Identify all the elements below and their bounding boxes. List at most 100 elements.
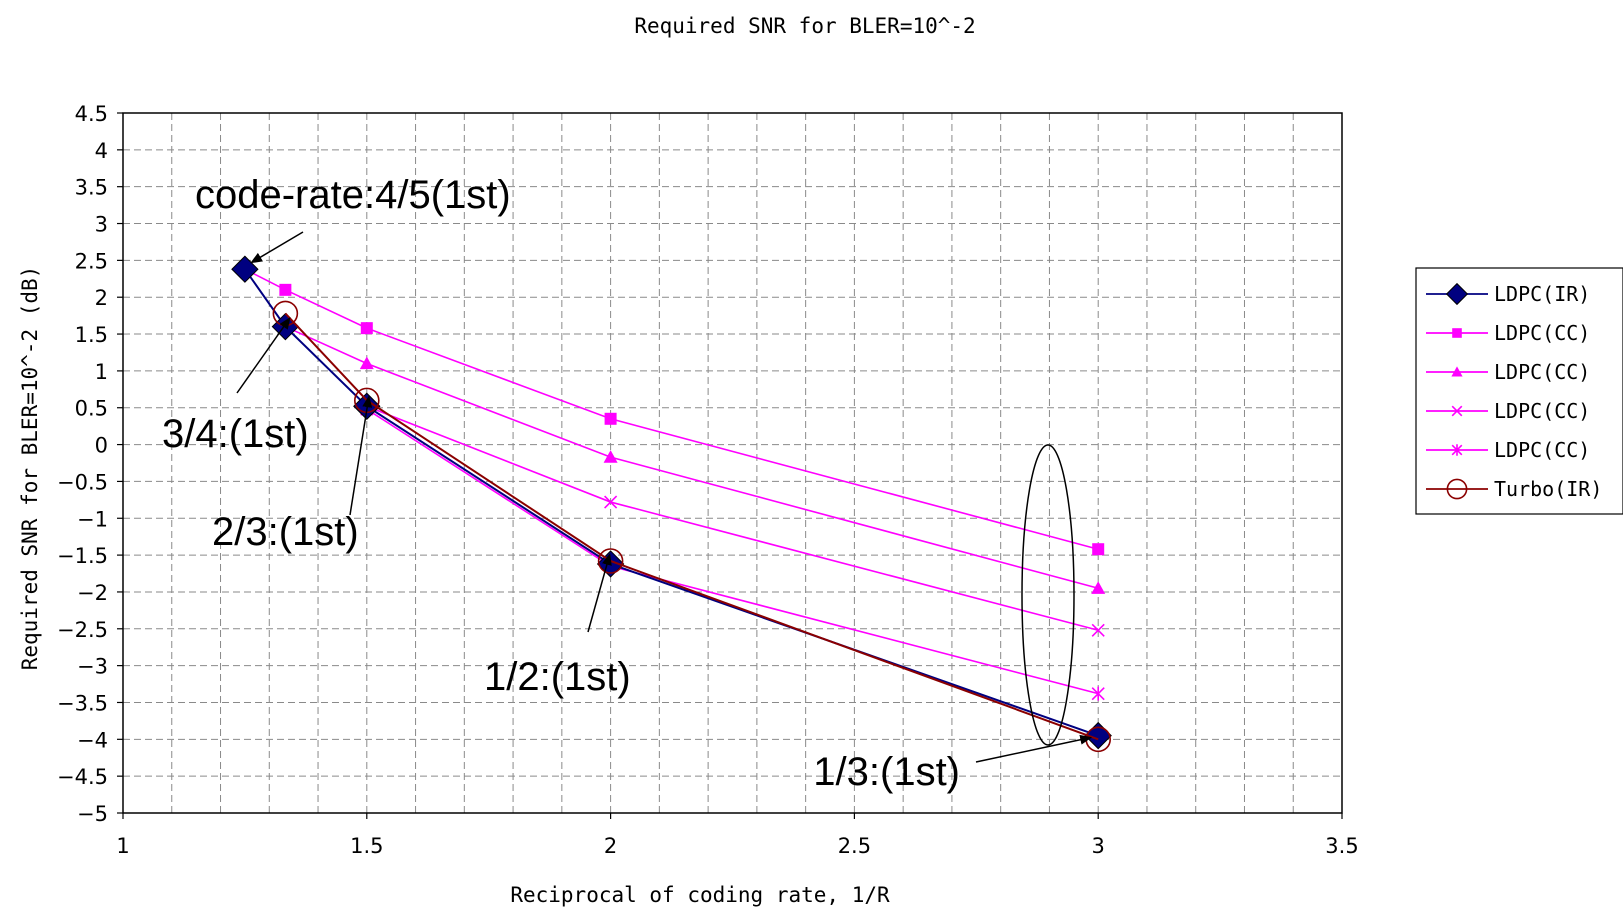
marker-x: [604, 495, 618, 509]
series-5: [272, 300, 1111, 753]
legend: LDPC(IR) LDPC(CC) LDPC(CC) LDPC(CC) LDPC(CC)…: [1415, 267, 1623, 515]
series-layer: [231, 255, 1112, 753]
legend-label: LDPC(IR): [1494, 282, 1590, 306]
legend-box: [1415, 267, 1623, 515]
data-point: [604, 495, 618, 509]
y-tick-label: −4.5: [57, 765, 108, 789]
data-point: [1451, 444, 1463, 456]
marker-diamond: [1445, 282, 1469, 306]
annotation-label: 1/2:(1st): [484, 655, 631, 699]
legend-label: LDPC(CC): [1494, 360, 1590, 384]
annotation-arrow: [349, 395, 373, 516]
y-tick-label: 2: [95, 286, 108, 310]
data-point: [1451, 366, 1463, 377]
y-tick-label: −3.5: [57, 691, 108, 715]
annotation: 3/4:(1st): [162, 317, 309, 456]
grid: [123, 113, 1342, 813]
y-tick-label: −5: [77, 802, 108, 826]
y-tick-label: 0: [95, 434, 108, 458]
legend-entry: LDPC(CC): [1426, 321, 1590, 345]
y-axis-label: Required SNR for BLER=10^-2 (dB): [18, 266, 42, 671]
marker-star: [1451, 444, 1463, 456]
annotation: 2/3:(1st): [212, 395, 373, 554]
legend-entry: LDPC(CC): [1426, 399, 1590, 423]
y-tick-label: −0.5: [57, 470, 108, 494]
annotation-label: 1/3:(1st): [813, 750, 960, 794]
data-point: [279, 283, 292, 296]
annotation-arrow: [250, 231, 304, 264]
marker-circle: [597, 548, 624, 574]
data-point: [1092, 543, 1105, 556]
annotation-label: code-rate:4/5(1st): [195, 173, 511, 217]
legend-label: Turbo(IR): [1494, 477, 1602, 501]
y-tick-label: 4: [95, 139, 108, 163]
annotation-arrow: [587, 553, 612, 633]
y-tick-label: 3: [95, 213, 108, 237]
data-point: [1091, 686, 1105, 701]
x-tick-label: 1.5: [350, 834, 383, 858]
marker-square: [279, 283, 292, 296]
data-point: [360, 322, 373, 335]
annotation: code-rate:4/5(1st): [195, 173, 511, 264]
y-tick-label: −2.5: [57, 618, 108, 642]
marker-circle: [1446, 478, 1468, 500]
marker-square: [1452, 328, 1462, 338]
y-tick-label: −1.5: [57, 544, 108, 568]
annotation-arrow: [236, 317, 291, 394]
legend-label: LDPC(CC): [1494, 399, 1590, 423]
x-tick-label: 3: [1092, 834, 1105, 858]
annotation-label: 3/4:(1st): [162, 412, 309, 456]
data-point: [1445, 282, 1469, 306]
marker-x: [1091, 623, 1105, 637]
marker-x: [1451, 405, 1463, 417]
data-point: [1452, 328, 1462, 338]
data-point: [1091, 623, 1105, 637]
data-point: [1451, 405, 1463, 417]
y-tick-label: 1.5: [75, 323, 108, 347]
x-tick-label: 2.5: [838, 834, 871, 858]
marker-square: [604, 412, 617, 425]
annotation: 1/2:(1st): [484, 553, 631, 699]
legend-label: LDPC(CC): [1494, 438, 1590, 462]
legend-entry: Turbo(IR): [1426, 477, 1602, 501]
annotations-layer: code-rate:4/5(1st) 3/4:(1st) 2/3:(1st) 1/2:…: [162, 173, 1093, 794]
x-axis-ticks: 1 1.5 2 2.5 3 3.5: [116, 813, 1359, 858]
annotation: 1/3:(1st): [813, 734, 1093, 794]
x-axis-label: Reciprocal of coding rate, 1/R: [510, 883, 890, 907]
y-tick-label: 3.5: [75, 176, 108, 200]
data-point: [1091, 581, 1106, 594]
annotation-arrow: [975, 734, 1093, 763]
y-tick-label: −3: [77, 655, 108, 679]
marker-square: [360, 322, 373, 335]
data-point: [603, 450, 618, 463]
legend-entry: LDPC(CC): [1426, 360, 1590, 384]
legend-entry: LDPC(CC): [1426, 438, 1590, 462]
y-axis-ticks: 4.5 4 3.5 3 2.5 2 1.5 1 0.5 0 −0.5 −1 −1.5 −2 −2.5 −3 −3…: [57, 102, 123, 826]
x-tick-label: 2: [604, 834, 617, 858]
y-tick-label: −1: [77, 507, 108, 531]
marker-triangle: [359, 356, 374, 370]
plot-area: [122, 112, 1343, 814]
y-tick-label: 0.5: [75, 397, 108, 421]
y-tick-label: 4.5: [75, 102, 108, 126]
legend-entry: LDPC(IR): [1426, 282, 1590, 306]
marker-star: [1091, 686, 1105, 701]
marker-triangle: [1091, 581, 1106, 594]
x-tick-label: 3.5: [1325, 834, 1358, 858]
y-tick-label: 2.5: [75, 249, 108, 273]
legend-label: LDPC(CC): [1494, 321, 1590, 345]
x-tick-label: 1: [116, 834, 129, 858]
chart-title: Required SNR for BLER=10^-2: [634, 14, 975, 38]
y-tick-label: 1: [95, 360, 108, 384]
cc-group-ellipse: [1021, 444, 1075, 746]
y-tick-label: −2: [77, 581, 108, 605]
data-point: [1446, 478, 1468, 500]
data-point: [359, 356, 374, 370]
series-2: [278, 319, 1106, 594]
marker-triangle: [1451, 366, 1463, 377]
annotation-label: 2/3:(1st): [212, 510, 359, 554]
y-tick-label: −4: [77, 728, 108, 752]
data-point: [604, 412, 617, 425]
data-point: [597, 548, 624, 574]
